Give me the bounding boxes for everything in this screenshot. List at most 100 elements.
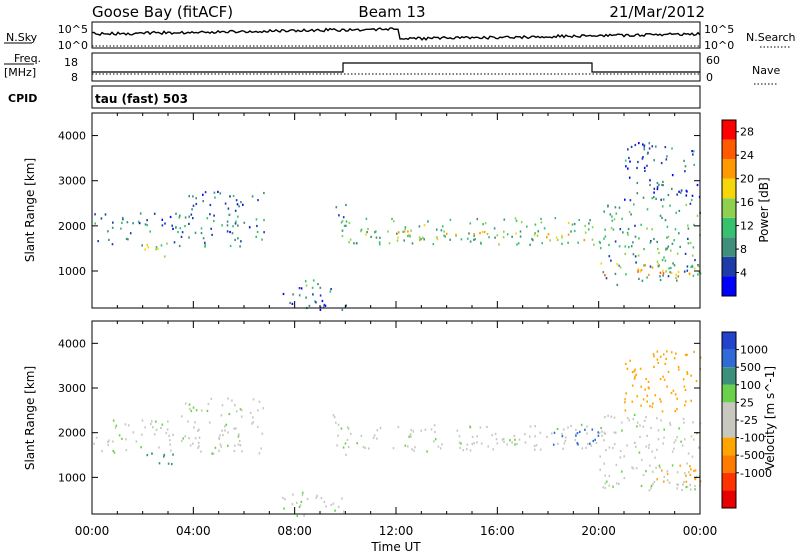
power-cell [657, 247, 659, 251]
power-cell [692, 246, 695, 249]
velocity-cell [337, 505, 340, 508]
power-cell [177, 230, 179, 234]
velocity-cell [194, 437, 197, 440]
power-cell [387, 230, 389, 233]
velocity-cell [579, 430, 581, 433]
velocity-cell [299, 504, 302, 507]
velocity-cell [672, 389, 675, 392]
velocity-colorbar-segment [722, 367, 736, 385]
velocity-y-ticks: 1000 2000 3000 4000 [58, 337, 700, 484]
velocity-cell [646, 400, 648, 403]
power-cell [687, 224, 689, 227]
velocity-cell [619, 449, 622, 453]
velocity-cell [234, 444, 236, 447]
velocity-cell [650, 487, 652, 490]
velocity-cell [642, 425, 645, 428]
velocity-cell [636, 421, 639, 424]
velocity-cell [698, 446, 700, 449]
velocity-cell [193, 426, 195, 429]
power-cell [674, 228, 677, 231]
velocity-cell [587, 442, 589, 446]
velocity-cell [550, 432, 553, 435]
power-cell [231, 232, 234, 235]
velocity-cell [685, 474, 687, 477]
power-cell [671, 147, 673, 150]
velocity-cell [473, 442, 475, 445]
power-cell [224, 202, 227, 205]
velocity-cell [433, 424, 436, 427]
power-cell [561, 236, 563, 239]
velocity-cell [192, 406, 195, 409]
velocity-cell [212, 452, 215, 455]
power-cell [666, 247, 669, 250]
nsearch-tick-bottom: 10^0 [704, 39, 734, 52]
velocity-cell [648, 443, 650, 447]
velocity-cell [190, 409, 193, 413]
velocity-cell [296, 514, 299, 518]
power-cell [298, 287, 301, 290]
velocity-cell [594, 438, 596, 441]
power-cell [638, 142, 640, 145]
velocity-cell [197, 429, 199, 432]
power-cell [665, 247, 667, 250]
power-cell [529, 243, 531, 246]
velocity-cell [198, 445, 200, 448]
velocity-cell [661, 410, 664, 413]
power-cell [155, 246, 158, 249]
power-cell [583, 239, 586, 242]
power-colorbar-tick-label: 8 [740, 243, 747, 256]
power-cell [392, 220, 395, 223]
power-cell [243, 221, 246, 224]
power-cell [137, 220, 140, 223]
velocity-cell [284, 498, 286, 501]
velocity-cell [198, 436, 201, 439]
velocity-cell [636, 425, 638, 428]
velocity-colorbar: 1000 500 100 25 -25 -100 -500 -1000 [721, 331, 772, 509]
velocity-cell [693, 438, 695, 441]
power-cell [630, 245, 633, 248]
velocity-cell [480, 442, 483, 445]
velocity-cell [503, 440, 505, 443]
power-cell [473, 234, 475, 237]
power-cell [404, 227, 406, 230]
velocity-cell [563, 428, 565, 431]
velocity-cell [458, 441, 461, 444]
velocity-cell [677, 483, 679, 486]
velocity-cell [662, 442, 664, 445]
power-cell [589, 219, 591, 222]
velocity-cell [158, 462, 161, 465]
velocity-cell [124, 423, 127, 426]
velocity-cell [301, 491, 304, 494]
power-cell [662, 184, 664, 187]
velocity-cell [492, 448, 494, 451]
power-cell [546, 236, 548, 239]
velocity-cell [652, 353, 655, 356]
velocity-cell [206, 409, 209, 412]
velocity-cell [688, 471, 690, 474]
velocity-cell [621, 429, 623, 432]
power-cell [263, 231, 265, 234]
power-cell [338, 214, 340, 217]
velocity-cell [323, 500, 326, 503]
power-cell [636, 166, 638, 170]
velocity-cell [169, 439, 171, 442]
velocity-cell [664, 362, 667, 365]
power-cell [305, 296, 307, 299]
velocity-cell [325, 505, 327, 508]
velocity-cell [171, 463, 173, 466]
velocity-cell [539, 448, 542, 451]
power-cell [618, 264, 620, 267]
velocity-cell [603, 439, 605, 442]
power-cell [629, 160, 631, 163]
velocity-cell [652, 402, 654, 405]
velocity-cell [659, 466, 661, 469]
velocity-cell [238, 433, 240, 436]
power-cell [648, 147, 651, 150]
power-cell [436, 236, 438, 239]
power-cell [300, 287, 303, 290]
power-cell [685, 203, 688, 206]
power-colorbar-frame [721, 119, 737, 297]
power-cell [696, 214, 699, 217]
power-cell [668, 267, 670, 270]
power-cell [515, 232, 517, 235]
